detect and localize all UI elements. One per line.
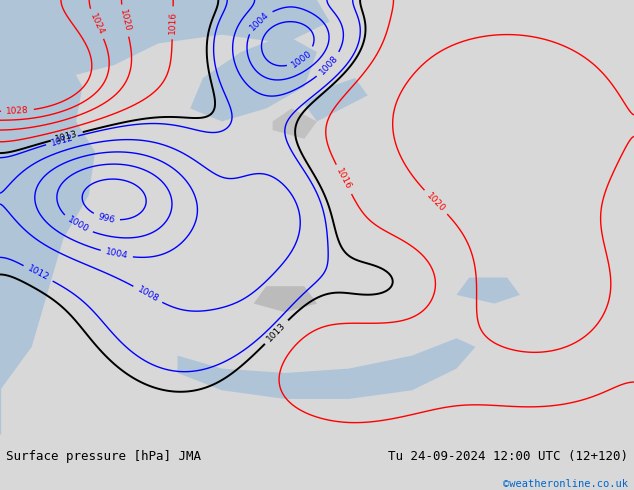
Text: 1004: 1004 [105,247,129,261]
Polygon shape [0,0,95,434]
Text: 1013: 1013 [265,321,288,343]
Text: 1020: 1020 [118,8,132,33]
Text: 1016: 1016 [335,167,353,192]
Polygon shape [0,0,330,78]
Text: Tu 24-09-2024 12:00 UTC (12+120): Tu 24-09-2024 12:00 UTC (12+120) [387,450,628,463]
Text: 1020: 1020 [425,191,447,214]
Text: 1013: 1013 [55,129,79,144]
Text: 1016: 1016 [168,11,178,34]
Polygon shape [456,277,520,304]
Polygon shape [178,338,476,399]
Text: 1008: 1008 [318,53,340,76]
Text: 996: 996 [97,212,116,224]
Text: ©weatheronline.co.uk: ©weatheronline.co.uk [503,479,628,490]
Text: 1004: 1004 [248,10,270,32]
Text: 1012: 1012 [26,264,50,283]
Text: 1028: 1028 [6,106,29,116]
Text: 1008: 1008 [136,285,160,304]
Polygon shape [254,286,317,312]
Text: Surface pressure [hPa] JMA: Surface pressure [hPa] JMA [6,450,202,463]
Polygon shape [190,35,317,122]
Text: 1000: 1000 [290,49,314,69]
Polygon shape [273,108,317,139]
Polygon shape [304,78,368,122]
Text: 1012: 1012 [49,133,74,147]
Text: 1000: 1000 [66,215,90,235]
Text: 1024: 1024 [88,12,105,36]
